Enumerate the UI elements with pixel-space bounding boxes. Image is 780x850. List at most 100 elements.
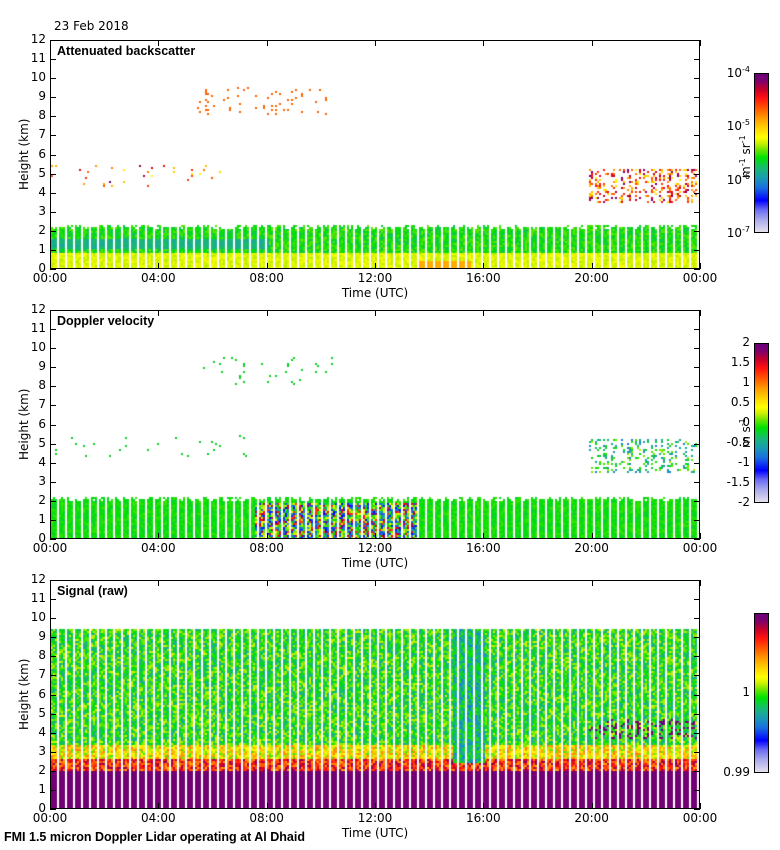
x-tick-mark [483, 263, 484, 269]
y-tick-mark [50, 618, 56, 619]
colorbar-tick-label: 0.99 [723, 765, 750, 779]
y-tick-mark [50, 752, 56, 753]
y-tick-mark [50, 78, 56, 79]
heatmap-image [51, 311, 699, 538]
y-tick-mark [694, 348, 700, 349]
y-tick-mark [50, 463, 56, 464]
panel-title: Signal (raw) [57, 584, 128, 598]
y-tick-mark [50, 637, 56, 638]
x-tick-label: 20:00 [574, 811, 609, 825]
colorbar-tick-label: 2 [742, 335, 750, 349]
y-tick-mark [694, 618, 700, 619]
colorbar [754, 73, 769, 233]
date-label: 23 Feb 2018 [54, 19, 129, 33]
y-tick-mark [50, 174, 56, 175]
y-tick-mark [50, 539, 56, 540]
y-tick-mark [694, 637, 700, 638]
y-tick-label: 6 [38, 146, 46, 161]
x-tick-mark [50, 580, 51, 586]
x-tick-mark [267, 803, 268, 809]
tick-exponent: -7 [742, 225, 750, 234]
y-tick-label: 1 [38, 241, 46, 256]
y-tick-mark [694, 135, 700, 136]
x-axis-label: Time (UTC) [341, 826, 409, 840]
panel-title: Attenuated backscatter [57, 44, 196, 58]
x-tick-mark [592, 310, 593, 316]
y-tick-mark [694, 771, 700, 772]
x-tick-label: 20:00 [574, 271, 609, 285]
colorbar-tick-label: 1.5 [730, 355, 750, 369]
y-tick-mark [694, 463, 700, 464]
y-tick-mark [694, 193, 700, 194]
x-tick-mark [483, 580, 484, 586]
y-tick-label: 9 [38, 629, 46, 644]
y-tick-mark [694, 386, 700, 387]
panel-title: Doppler velocity [57, 314, 155, 328]
colorbar-tick-label: 10-4 [706, 65, 750, 80]
y-tick-mark [50, 250, 56, 251]
x-tick-mark [592, 40, 593, 46]
y-tick-mark [694, 714, 700, 715]
y-tick-mark [694, 539, 700, 540]
y-tick-mark [694, 675, 700, 676]
tick-base: 10 [726, 119, 743, 134]
y-tick-mark [694, 405, 700, 406]
colorbar-tick-label: -1.5 [726, 475, 750, 489]
x-tick-label: 12:00 [357, 541, 393, 555]
x-tick-mark [50, 263, 51, 269]
y-tick-mark [50, 59, 56, 60]
unit-part: -1 [738, 418, 747, 427]
x-tick-label: 00:00 [32, 811, 68, 825]
y-tick-label: 0 [38, 261, 46, 275]
y-tick-mark [694, 116, 700, 117]
x-tick-mark [158, 263, 159, 269]
unit-part: m [739, 166, 753, 178]
x-tick-mark [592, 263, 593, 269]
y-tick-mark [50, 135, 56, 136]
y-tick-mark [694, 212, 700, 213]
y-tick-label: 7 [38, 127, 46, 142]
x-tick-label: 08:00 [249, 541, 284, 555]
y-tick-mark [694, 695, 700, 696]
y-axis-label: Height (km) [17, 658, 31, 730]
y-tick-mark [50, 212, 56, 213]
y-tick-label: 2 [38, 762, 46, 777]
y-tick-mark [50, 656, 56, 657]
x-tick-label: 00:00 [32, 271, 68, 285]
y-tick-label: 5 [38, 435, 46, 450]
x-tick-mark [700, 310, 701, 316]
x-axis-label: Time (UTC) [341, 286, 409, 300]
x-tick-mark [592, 580, 593, 586]
tick-base: 10 [726, 172, 743, 187]
x-tick-label: 00:00 [682, 541, 718, 555]
x-tick-mark [483, 803, 484, 809]
x-tick-mark [375, 310, 376, 316]
colorbar-tick-label: 10-7 [706, 225, 750, 240]
tick-base: 10 [726, 226, 743, 240]
y-tick-mark [50, 269, 56, 270]
colorbar-tick-label: 0.5 [730, 395, 750, 409]
unit-part: -1 [738, 158, 747, 167]
y-tick-mark [50, 501, 56, 502]
colorbar-tick-label: 10-6 [706, 172, 750, 187]
x-tick-label: 04:00 [141, 541, 176, 555]
y-tick-label: 10 [30, 340, 46, 355]
y-tick-label: 4 [38, 724, 46, 739]
y-tick-label: 2 [38, 492, 46, 507]
colorbar-unit-label: m s-1 [738, 418, 753, 448]
x-tick-mark [158, 580, 159, 586]
x-tick-mark [158, 803, 159, 809]
x-axis-label: Time (UTC) [341, 556, 409, 570]
y-tick-mark [694, 520, 700, 521]
y-tick-mark [50, 386, 56, 387]
y-tick-label: 12 [30, 302, 46, 316]
y-tick-mark [50, 155, 56, 156]
x-tick-label: 20:00 [574, 541, 609, 555]
y-tick-label: 3 [38, 203, 46, 218]
x-tick-mark [158, 310, 159, 316]
y-tick-mark [694, 231, 700, 232]
x-tick-mark [375, 533, 376, 539]
y-tick-mark [694, 599, 700, 600]
y-tick-mark [50, 809, 56, 810]
colorbar [754, 343, 769, 503]
